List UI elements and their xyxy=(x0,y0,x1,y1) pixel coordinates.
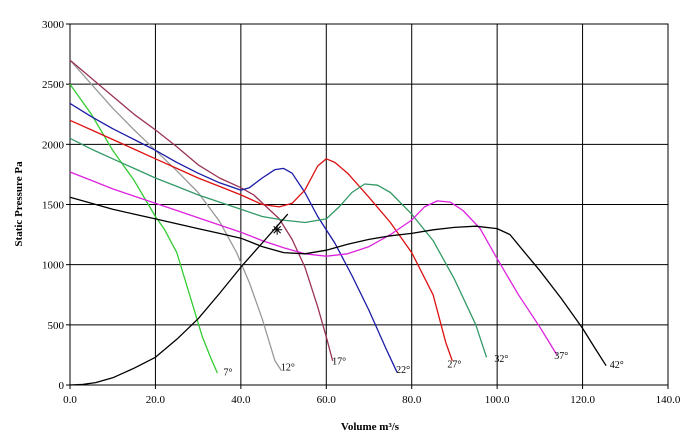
x-tick-label-6: 120.0 xyxy=(570,394,595,406)
curve-17deg xyxy=(69,59,334,362)
curve-42deg xyxy=(69,196,607,367)
curve-22deg xyxy=(69,102,398,373)
x-tick-labels: 0.0 20.0 40.0 60.0 80.0 100.0 120.0 140.0 xyxy=(63,394,681,406)
y-tick-label-6: 3000 xyxy=(42,19,65,31)
curve-label-42: 42° xyxy=(610,360,624,371)
y-tick-label-0: 0 xyxy=(59,380,65,392)
grid xyxy=(66,23,669,389)
operating-point-marker xyxy=(272,224,283,235)
x-tick-label-0: 0.0 xyxy=(63,394,77,406)
curve-label-37: 37° xyxy=(554,351,568,362)
y-tick-label-2: 1000 xyxy=(42,260,65,272)
curve-label-32: 32° xyxy=(494,354,508,365)
curve-27deg xyxy=(69,119,453,362)
x-tick-label-4: 80.0 xyxy=(402,394,422,406)
y-tick-label-3: 1500 xyxy=(42,200,65,212)
curve-label-7: 7° xyxy=(224,367,233,378)
curve-label-27: 27° xyxy=(447,360,461,371)
y-tick-label-5: 2500 xyxy=(42,79,65,91)
curve-label-17: 17° xyxy=(332,357,346,368)
x-tick-label-2: 40.0 xyxy=(231,394,251,406)
curve-37deg xyxy=(69,171,558,356)
x-axis-title: Volume m³/s xyxy=(341,421,400,433)
curve-labels: 7° 12° 17° 22° 27° 32° 37° 42° xyxy=(224,351,624,378)
curve-7deg xyxy=(69,83,218,374)
curve-32deg xyxy=(69,137,488,358)
y-tick-labels: 0 500 1000 1500 2000 2500 3000 xyxy=(42,19,65,392)
x-tick-label-3: 60.0 xyxy=(317,394,337,406)
curve-label-12: 12° xyxy=(281,363,295,374)
x-tick-label-1: 20.0 xyxy=(146,394,166,406)
marker-d2 xyxy=(273,225,282,234)
y-tick-label-4: 2000 xyxy=(42,139,65,151)
curve-label-22: 22° xyxy=(396,365,410,376)
x-tick-label-7: 140.0 xyxy=(656,394,681,406)
plot-border xyxy=(69,23,669,386)
y-tick-label-1: 500 xyxy=(48,320,65,332)
system-resistance-curve xyxy=(69,213,289,386)
x-tick-label-5: 100.0 xyxy=(485,394,510,406)
curve-12deg xyxy=(69,59,282,371)
y-axis-title: Static Pressure Pa xyxy=(13,161,25,247)
curves xyxy=(69,59,607,386)
